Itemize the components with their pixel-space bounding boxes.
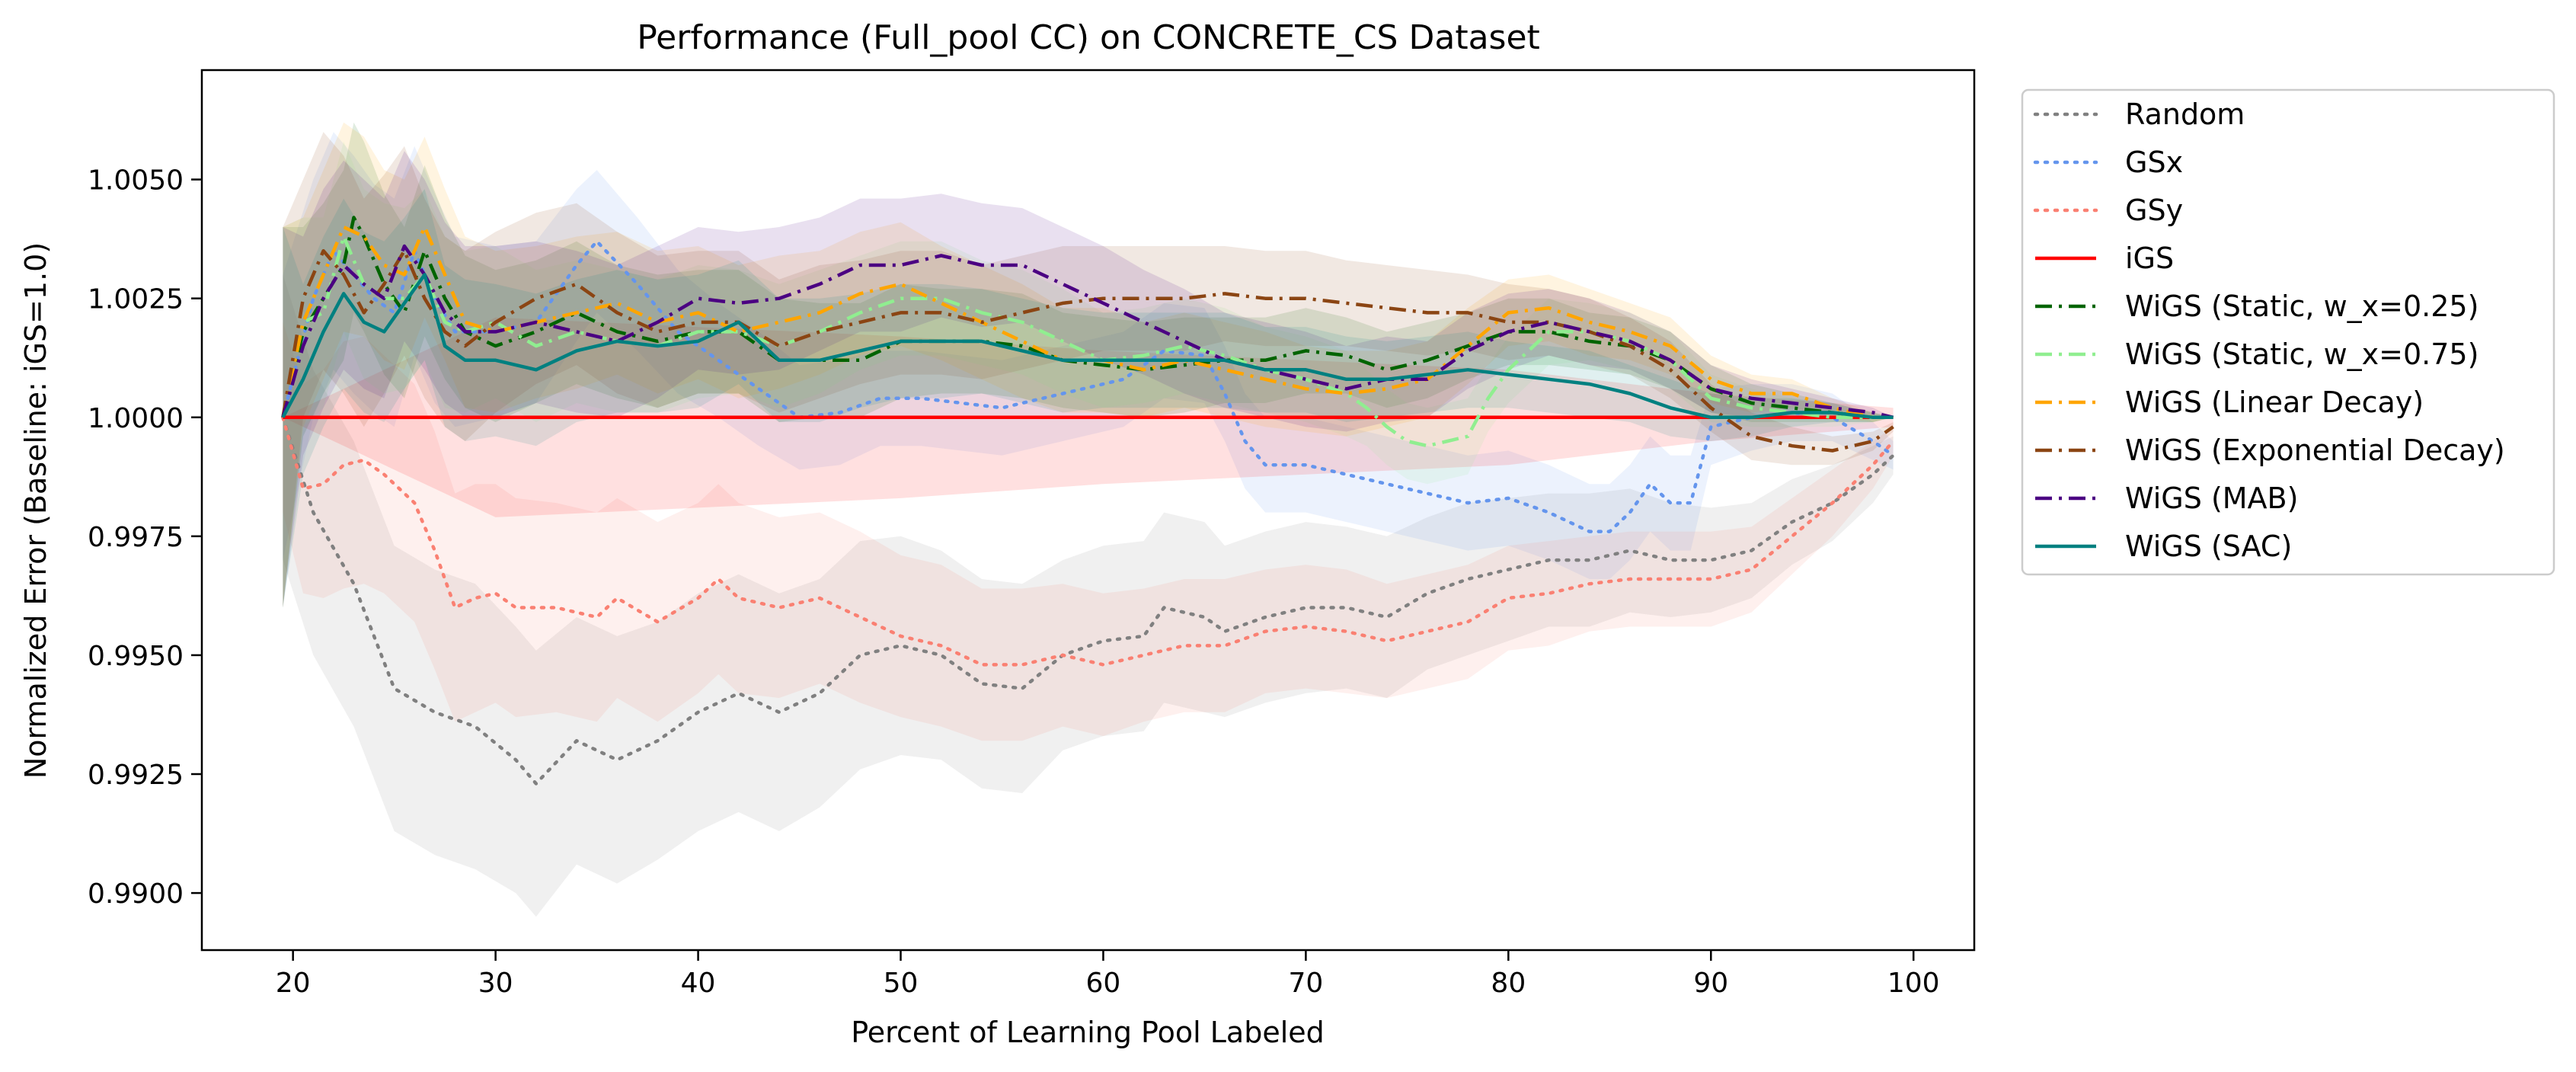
legend: Random GSx GSy iGS WiGS (Static, w_x=0.25) Wi… bbox=[2021, 88, 2555, 576]
legend-label-wigs-static-w-x-0-75: WiGS (Static, w_x=0.75) bbox=[2125, 338, 2479, 371]
y-axis-label: Normalized Error (Baseline: iGS=1.0) bbox=[19, 242, 53, 779]
x-tick-label: 80 bbox=[1491, 968, 1526, 999]
legend-label-wigs-linear-decay: WiGS (Linear Decay) bbox=[2125, 386, 2424, 419]
y-tick-label: 0.9900 bbox=[88, 878, 184, 910]
band-gsy bbox=[283, 322, 1894, 741]
y-tick-label: 1.0025 bbox=[88, 284, 184, 315]
legend-label-gsy: GSy bbox=[2125, 194, 2183, 227]
x-tick-label: 70 bbox=[1288, 968, 1323, 999]
x-tick-label: 90 bbox=[1693, 968, 1728, 999]
x-tick-label: 30 bbox=[478, 968, 513, 999]
band-wigs-static-w-x-0-25 bbox=[283, 122, 1894, 608]
y-tick-label: 0.9950 bbox=[88, 641, 184, 672]
x-axis: 20 30 40 50 60 70 80 90 100 bbox=[276, 950, 1940, 999]
line-wigs-mab bbox=[281, 244, 1894, 419]
plot-frame bbox=[200, 69, 1976, 952]
legend-label-igs: iGS bbox=[2125, 242, 2174, 275]
x-tick-label: 60 bbox=[1086, 968, 1121, 999]
y-tick-label: 1.0000 bbox=[88, 403, 184, 434]
x-tick-label: 100 bbox=[1887, 968, 1940, 999]
y-tick-label: 0.9975 bbox=[88, 522, 184, 553]
band-gsx bbox=[283, 132, 1894, 579]
legend-label-gsx: GSx bbox=[2125, 146, 2183, 179]
y-axis: 0.9900 0.9925 0.9950 0.9975 1.0000 1.0025 1.00… bbox=[88, 165, 202, 910]
band-wigs-mab bbox=[283, 151, 1894, 608]
legend-label-wigs-exponential-decay: WiGS (Exponential Decay) bbox=[2125, 434, 2505, 467]
line-wigs-exponential-decay bbox=[281, 248, 1894, 453]
line-gsx bbox=[281, 239, 1895, 533]
line-wigs-linear-decay bbox=[281, 225, 1894, 420]
y-tick-label: 0.9925 bbox=[88, 760, 184, 791]
x-tick-label: 50 bbox=[884, 968, 919, 999]
x-axis-label: Percent of Learning Pool Labeled bbox=[851, 1016, 1325, 1049]
x-tick-label: 20 bbox=[276, 968, 311, 999]
legend-label-wigs-static-w-x-0-25: WiGS (Static, w_x=0.25) bbox=[2125, 290, 2479, 323]
band-wigs-static-w-x-0-75 bbox=[283, 141, 1894, 608]
band-wigs-exponential-decay bbox=[283, 132, 1894, 608]
chart-title: Performance (Full_pool CC) on CONCRETE_C… bbox=[637, 18, 1540, 57]
legend-label-random: Random bbox=[2125, 98, 2245, 131]
band-wigs-sac bbox=[283, 189, 1894, 608]
band-random bbox=[283, 274, 1894, 917]
line-random bbox=[281, 415, 1895, 786]
series-lines bbox=[281, 216, 1895, 786]
legend-label-wigs-mab: WiGS (MAB) bbox=[2125, 482, 2298, 515]
x-tick-label: 40 bbox=[681, 968, 716, 999]
legend-label-wigs-sac: WiGS (SAC) bbox=[2125, 530, 2292, 563]
y-tick-label: 1.0050 bbox=[88, 165, 184, 197]
legend-box bbox=[2021, 88, 2555, 576]
band-wigs-linear-decay bbox=[283, 122, 1894, 608]
line-wigs-sac bbox=[281, 273, 1894, 420]
